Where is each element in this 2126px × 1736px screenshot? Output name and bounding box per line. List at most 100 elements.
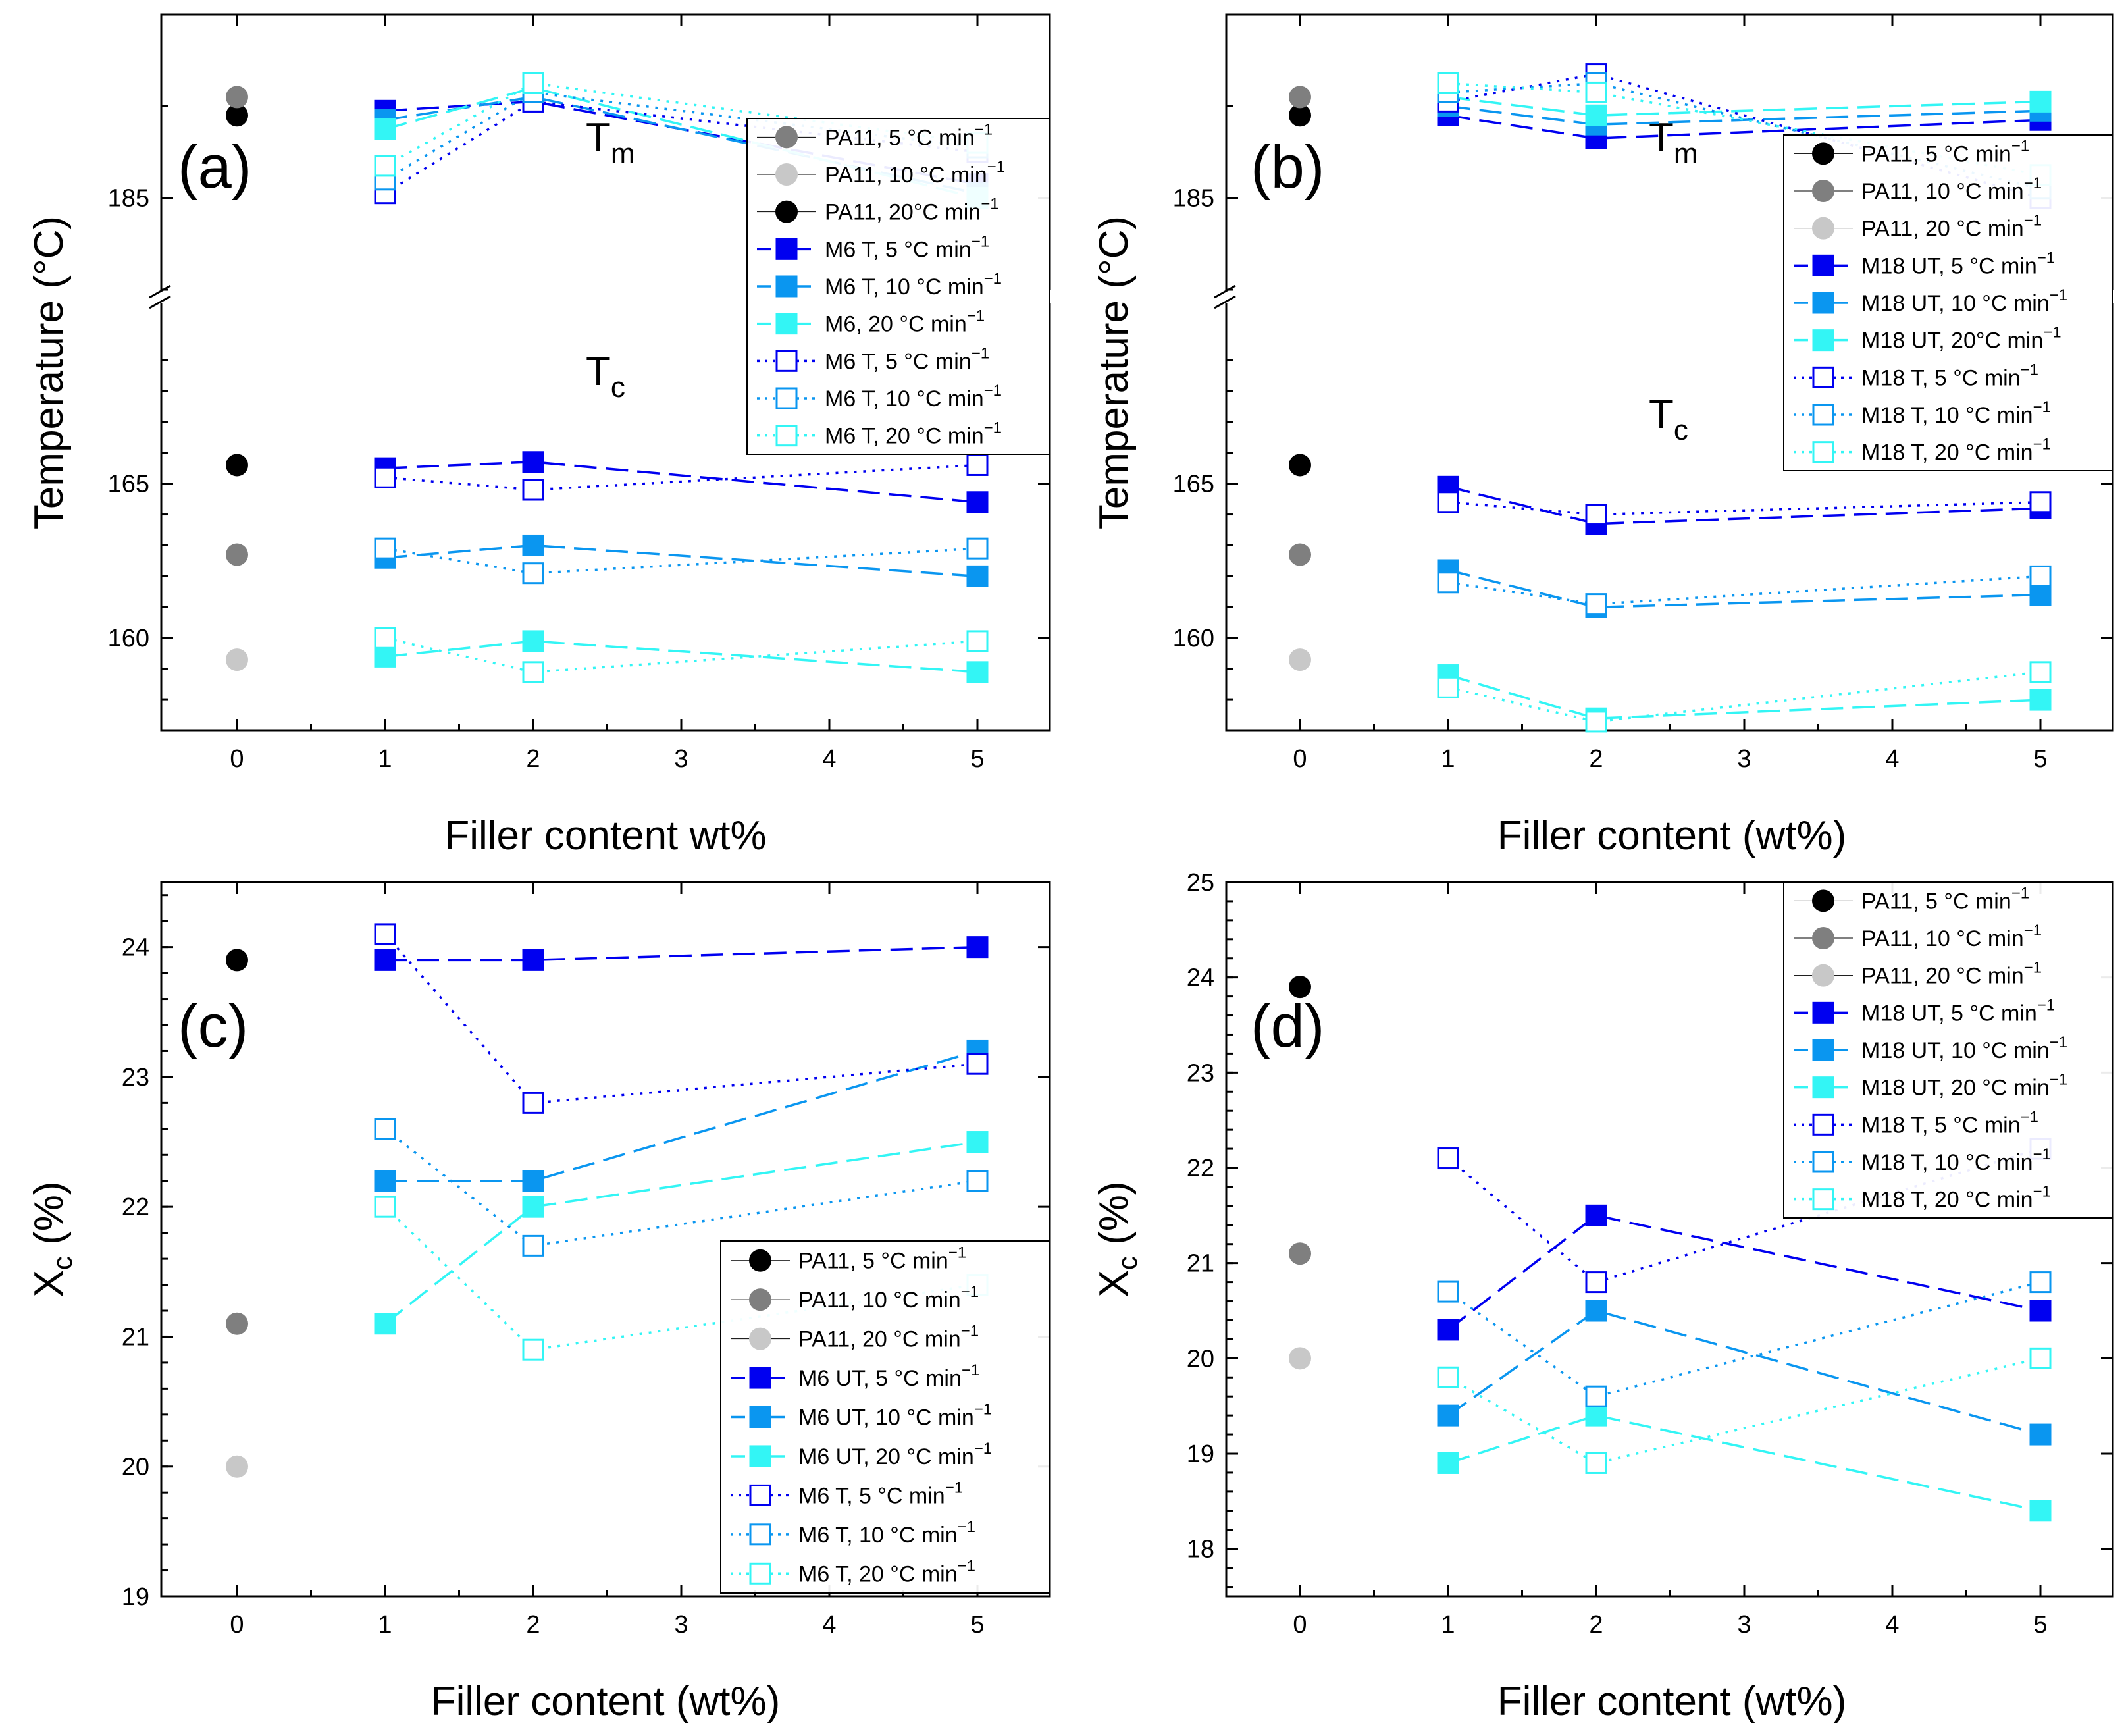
data-point: [522, 451, 544, 473]
legend-marker: [749, 1367, 771, 1389]
y-tick-label: 24: [1187, 964, 1214, 992]
legend-marker: [749, 1249, 771, 1272]
pa11-point: [226, 104, 248, 127]
axis-break-mark: [149, 284, 171, 309]
data-point: [1585, 1385, 1607, 1407]
y-tick-label: 22: [122, 1194, 149, 1221]
x-tick-label: 3: [1737, 745, 1751, 773]
pa11-point: [226, 86, 248, 109]
pa11-point: [1289, 1347, 1311, 1370]
legend-marker: [775, 350, 798, 372]
data-point: [374, 1196, 396, 1218]
x-axis-label: Filler content wt%: [444, 813, 766, 858]
panel-label: (a): [178, 134, 251, 201]
legend-marker: [775, 275, 798, 298]
data-point: [966, 1131, 989, 1153]
series-line: [384, 1128, 978, 1248]
x-tick-label: 5: [2033, 745, 2047, 773]
legend-marker: [1812, 1001, 1834, 1024]
legend-label: PA11, 20 °C min−1: [1861, 212, 2042, 242]
x-tick-label: 3: [674, 1611, 688, 1639]
data-point: [374, 923, 396, 945]
y-axis-label: Temperature (°C): [26, 216, 72, 529]
legend-label: M18 UT, 5 °C min−1: [1861, 996, 2055, 1026]
series-line: [1447, 569, 2041, 609]
legend-marker: [1812, 292, 1834, 314]
data-point: [374, 466, 396, 488]
legend-marker: [1812, 1151, 1834, 1173]
legend-label: PA11, 5 °C min−1: [825, 120, 993, 150]
data-point: [1585, 1204, 1607, 1226]
y-tick-label: 24: [122, 934, 149, 962]
legend-marker: [775, 425, 798, 447]
data-point: [2029, 689, 2052, 711]
legend-marker: [775, 387, 798, 409]
legend-label: M6 UT, 20 °C min−1: [798, 1440, 992, 1469]
legend-label: PA11, 20 °C min−1: [1861, 959, 2042, 989]
legend-marker: [749, 1327, 771, 1350]
data-point: [966, 537, 989, 560]
series-line: [384, 1140, 978, 1325]
data-point: [2029, 491, 2052, 513]
pa11-point: [226, 949, 248, 972]
data-point: [2029, 661, 2052, 683]
data-point: [1437, 1147, 1459, 1170]
legend-label: M18 T, 5 °C min−1: [1861, 1108, 2038, 1138]
x-tick-label: 1: [1441, 745, 1455, 773]
data-point: [522, 1092, 544, 1114]
x-tick-label: 1: [378, 1611, 392, 1639]
legend-label: M6 T, 10 °C min−1: [825, 270, 1002, 300]
legend-label: M6 T, 20 °C min−1: [825, 419, 1002, 449]
legend-label: PA11, 10 °C min−1: [1861, 174, 2042, 204]
legend-label: PA11, 5 °C min−1: [798, 1244, 966, 1274]
data-point: [1437, 571, 1459, 594]
series-line: [384, 933, 978, 1105]
legend-label: PA11, 5 °C min−1: [1861, 884, 2029, 914]
legend-label: PA11, 10 °C min−1: [825, 158, 1005, 188]
data-point: [2029, 90, 2052, 113]
y-axis-label: Temperature (°C): [1091, 216, 1137, 529]
data-point: [522, 661, 544, 683]
legend-label: PA11, 10 °C min−1: [1861, 922, 2042, 951]
series-line: [1447, 114, 2041, 140]
x-tick-label: 1: [1441, 1611, 1455, 1639]
legend-marker: [1812, 217, 1834, 240]
data-point: [1437, 1452, 1459, 1474]
series-line: [1447, 1309, 2041, 1436]
legend-marker: [749, 1288, 771, 1311]
y-tick-label: 165: [108, 471, 149, 498]
y-tick-label: 20: [122, 1454, 149, 1481]
data-point: [1585, 593, 1607, 616]
x-tick-label: 3: [674, 745, 688, 773]
annotation-tc: Tc: [1649, 392, 1688, 446]
data-point: [374, 537, 396, 560]
legend-marker: [1812, 1113, 1834, 1136]
legend-marker: [775, 313, 798, 335]
legend-marker: [1812, 889, 1834, 912]
data-point: [522, 562, 544, 585]
legend-marker: [749, 1523, 771, 1546]
x-tick-label: 2: [1589, 1611, 1603, 1639]
x-axis-label: Filler content (wt%): [1497, 1679, 1847, 1724]
legend-label: M18 UT, 20°C min−1: [1861, 324, 2061, 354]
panel-label: (c): [178, 993, 248, 1060]
data-point: [522, 479, 544, 501]
pa11-point: [226, 543, 248, 566]
legend-label: M6 T, 5 °C min−1: [798, 1479, 963, 1508]
panel-label: (b): [1251, 134, 1324, 201]
y-tick-label: 21: [122, 1323, 149, 1351]
data-point: [2029, 1300, 2052, 1322]
x-tick-label: 2: [526, 745, 540, 773]
series-line: [1447, 501, 2041, 516]
legend-marker: [749, 1484, 771, 1506]
legend: PA11, 5 °C min−1 PA11, 10 °C min−1 PA11, 2…: [720, 1240, 1050, 1594]
legend: PA11, 5 °C min−1 PA11, 10 °C min−1 PA11, 2…: [746, 118, 1050, 455]
series-line: [385, 1049, 978, 1182]
x-tick-label: 4: [822, 1611, 836, 1639]
legend-label: M6 T, 5 °C min−1: [825, 344, 989, 374]
y-tick-label: 22: [1187, 1155, 1214, 1182]
legend-marker: [1812, 441, 1834, 463]
data-point: [1585, 710, 1607, 733]
legend-marker: [1812, 1188, 1834, 1211]
